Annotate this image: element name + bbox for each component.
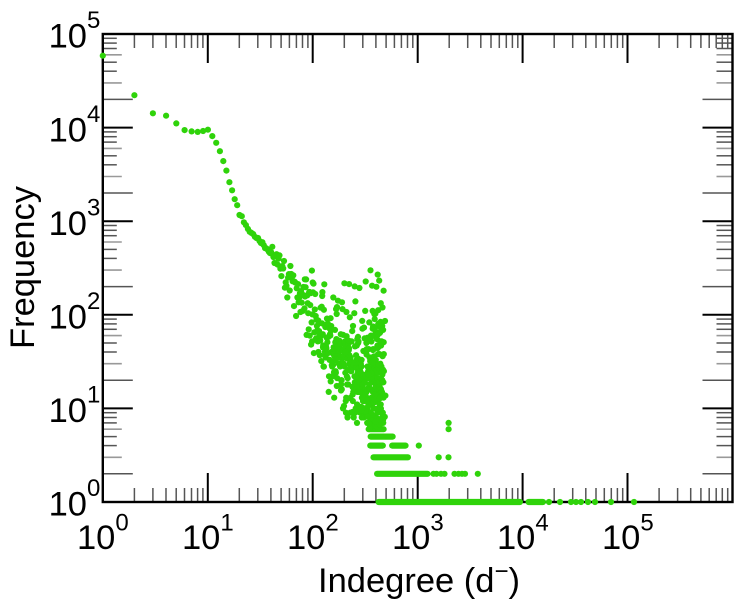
svg-text:104: 104 [49, 101, 101, 150]
svg-text:Frequency: Frequency [4, 185, 42, 349]
svg-text:Indegree (d−): Indegree (d−) [318, 558, 520, 600]
